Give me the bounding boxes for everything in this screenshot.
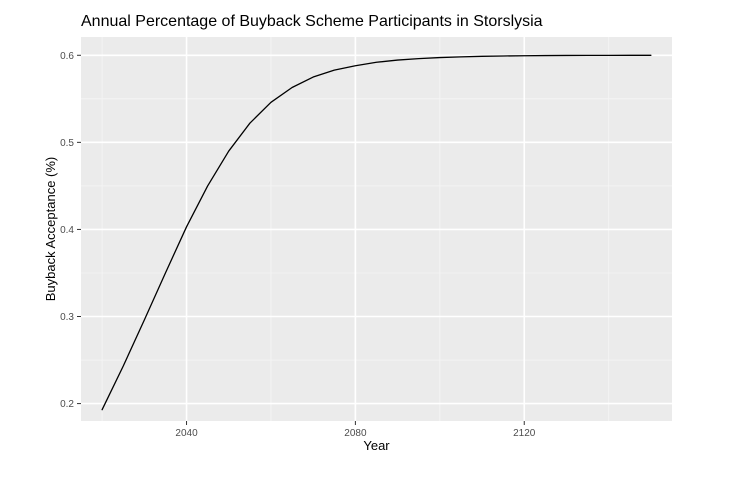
y-tick-label: 0.2 bbox=[60, 399, 74, 410]
y-tick-label: 0.5 bbox=[60, 138, 74, 149]
x-tick-label: 2040 bbox=[175, 428, 198, 439]
y-tick-label: 0.4 bbox=[60, 225, 74, 236]
chart-title: Annual Percentage of Buyback Scheme Part… bbox=[81, 13, 543, 30]
axis-ticks bbox=[77, 54, 525, 425]
series-layer bbox=[101, 54, 652, 411]
y-axis-title: Buyback Acceptance (%) bbox=[43, 157, 58, 302]
y-tick-label: 0.3 bbox=[60, 312, 74, 323]
series-line bbox=[101, 54, 652, 411]
x-axis-title: Year bbox=[363, 438, 390, 453]
tick-labels: 2040 2080 2120 0.2 0.3 0.4 0.5 0.6 bbox=[60, 51, 536, 439]
y-tick-label: 0.6 bbox=[60, 51, 74, 62]
x-tick-label: 2120 bbox=[513, 428, 536, 439]
x-tick-label: 2080 bbox=[344, 428, 367, 439]
